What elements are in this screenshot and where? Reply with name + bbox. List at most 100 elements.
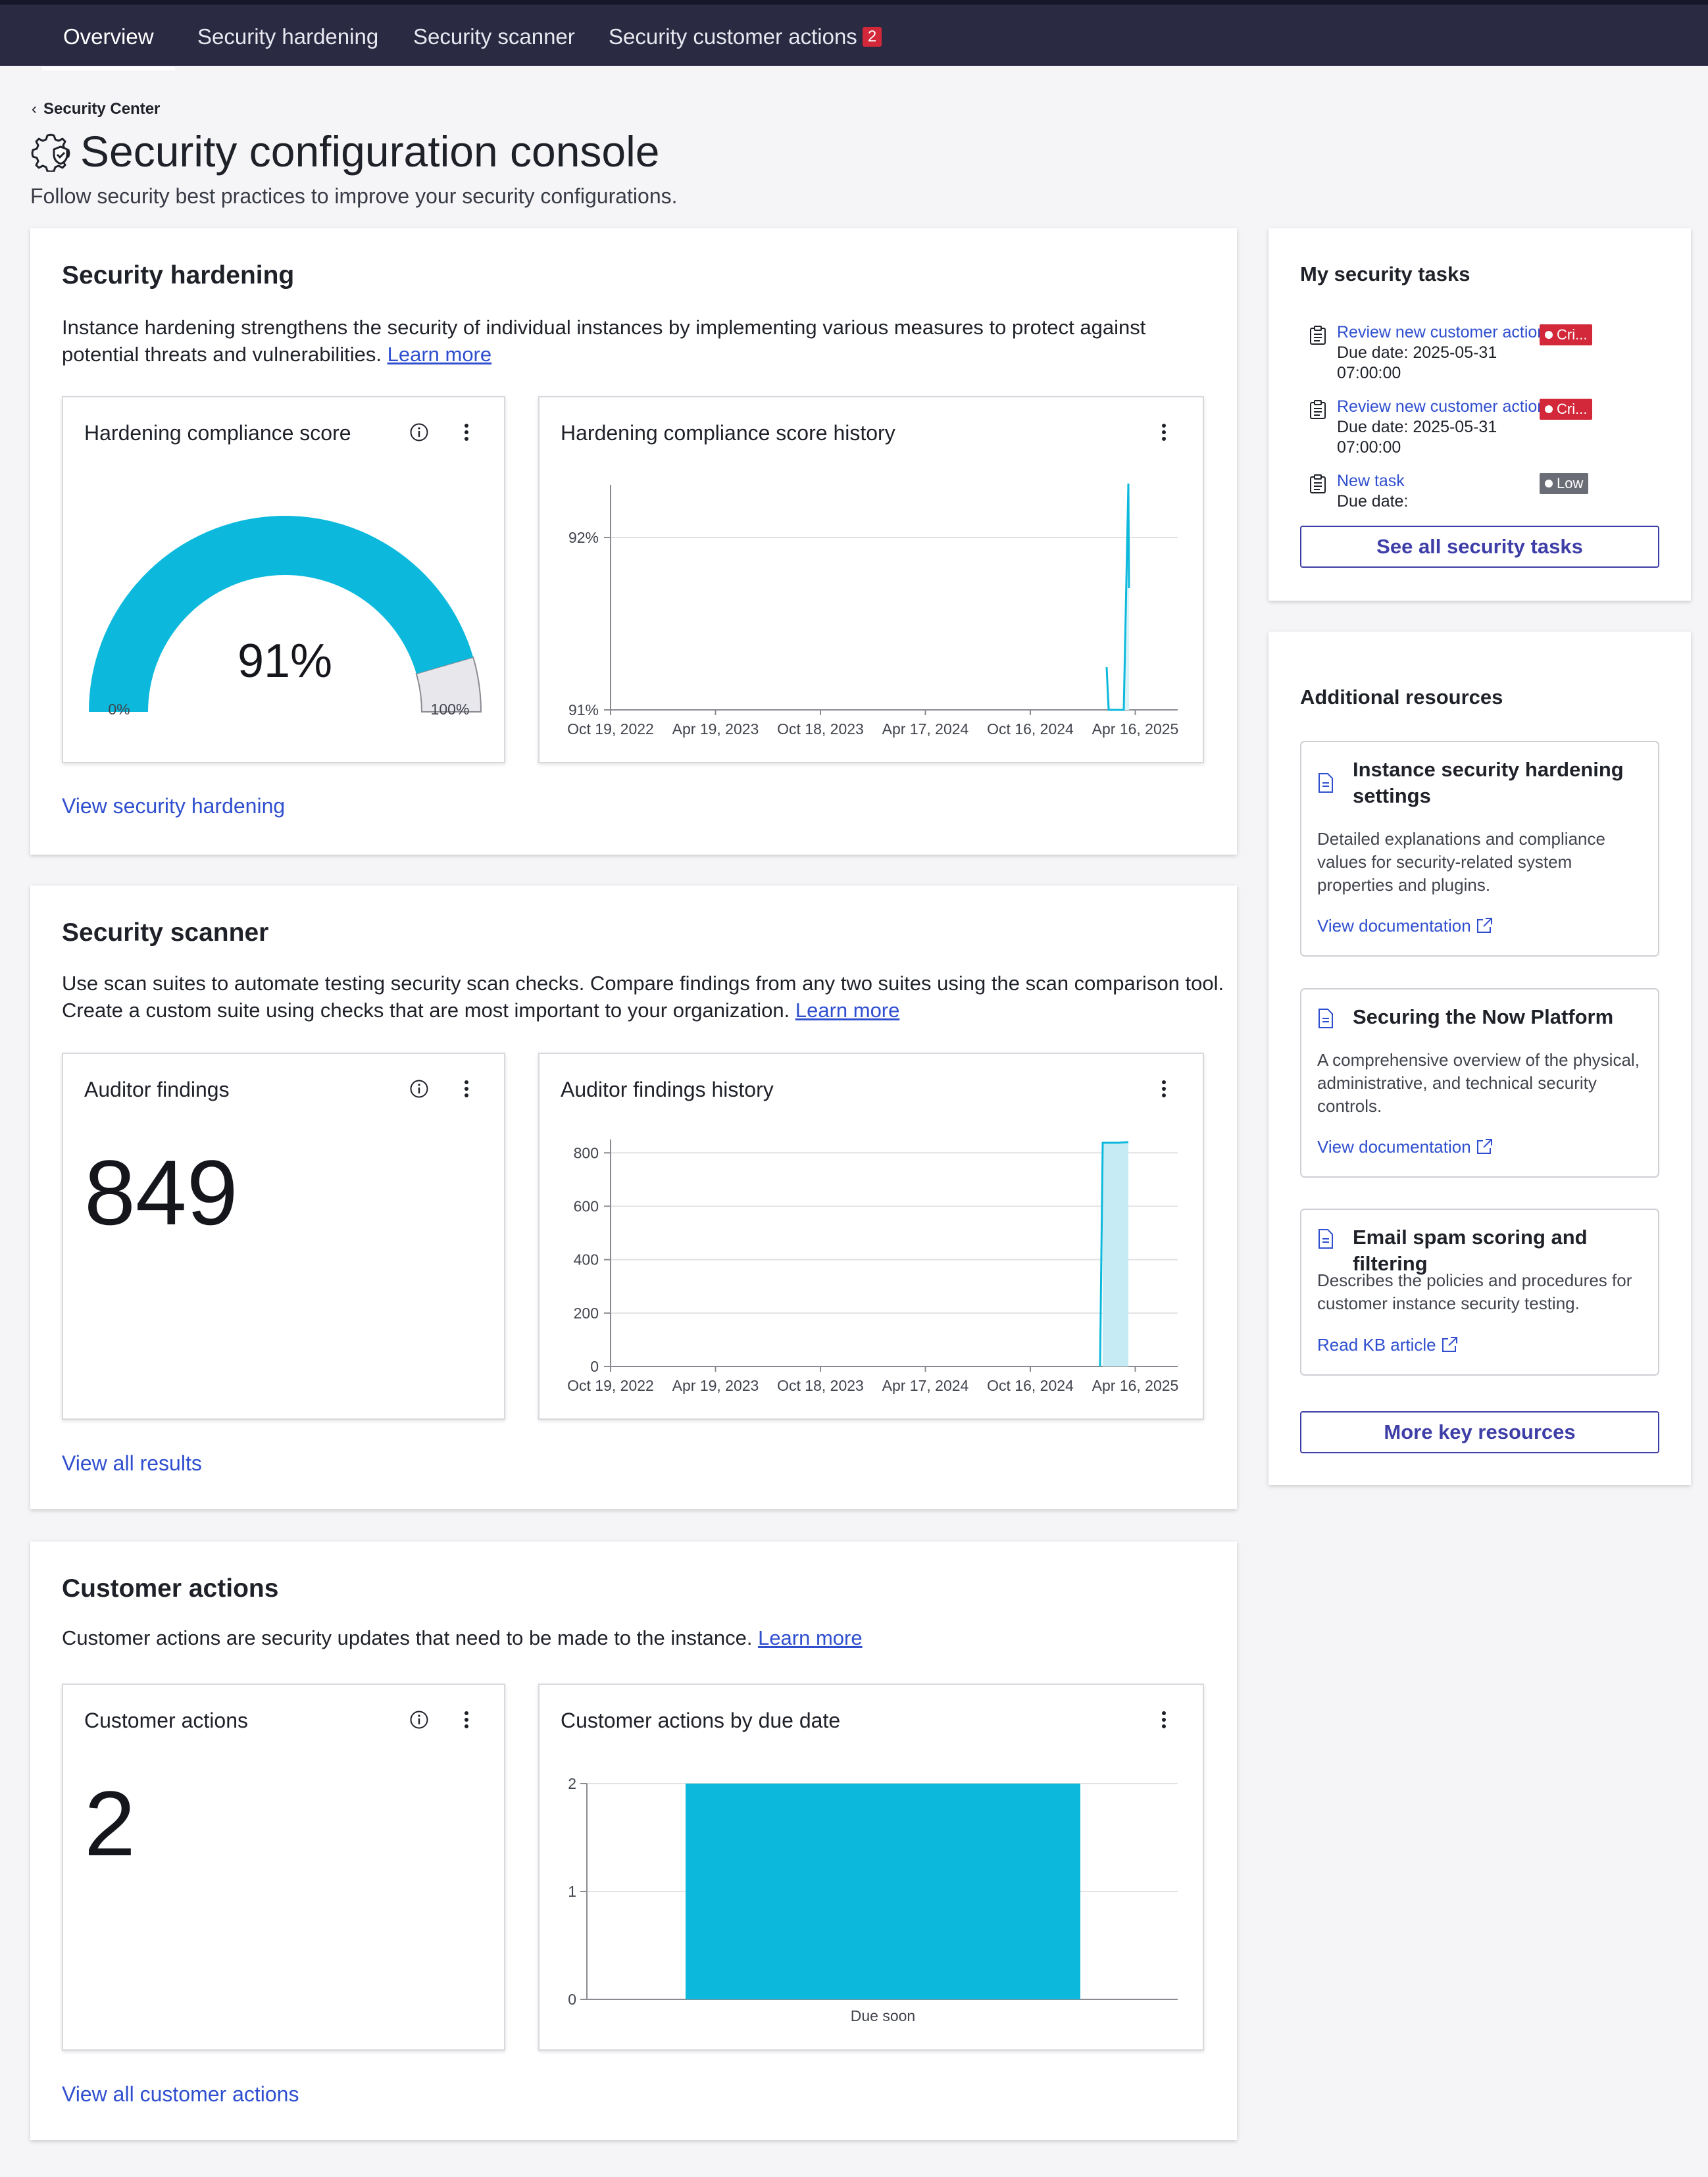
tab-label: Security customer actions xyxy=(609,24,857,49)
x-tick-label: Oct 19, 2022 xyxy=(567,1377,654,1394)
page-title: Security configuration console xyxy=(80,127,660,176)
x-tick-label: Oct 19, 2022 xyxy=(567,720,654,738)
y-tick-label: 1 xyxy=(568,1883,576,1900)
section-description: Use scan suites to automate testing secu… xyxy=(62,970,1233,1024)
customer-actions-count-widget: Customer actions 2 xyxy=(62,1684,505,2051)
tasks-title: My security tasks xyxy=(1300,263,1470,286)
task-name-link[interactable]: Review new customer action - xyxy=(1337,323,1557,341)
y-tick-label: 200 xyxy=(574,1305,599,1322)
resource-title: Securing the Now Platform xyxy=(1353,1005,1614,1028)
task-name-link[interactable]: Review new customer action - xyxy=(1337,397,1557,416)
learn-more-link[interactable]: Learn more xyxy=(387,343,492,366)
gauge-max-label: 100% xyxy=(431,701,470,718)
y-tick-label: 0 xyxy=(590,1358,599,1375)
link-label: Read KB article xyxy=(1317,1335,1436,1355)
x-tick-label: Oct 16, 2024 xyxy=(987,720,1074,738)
hardening-history-chart: 92% 91% Oct 19, 2022 Apr 19, 2023 Oct 18, … xyxy=(567,483,1178,738)
y-tick-label: 800 xyxy=(574,1144,599,1161)
widget-title: Customer actions by due date xyxy=(561,1709,841,1732)
x-tick-label: Apr 17, 2024 xyxy=(882,1377,969,1394)
view-documentation-link[interactable]: View documentation xyxy=(1317,1137,1494,1157)
see-all-security-tasks-button[interactable]: See all security tasks xyxy=(1300,526,1659,568)
y-tick-label: 91% xyxy=(568,701,599,718)
tab-overview[interactable]: Overview xyxy=(42,9,175,70)
description-text: Customer actions are security updates th… xyxy=(62,1626,753,1649)
widget-title: Hardening compliance score xyxy=(84,421,351,445)
resource-title: Instance security hardening settings xyxy=(1353,758,1624,807)
priority-badge-critical: Cri... xyxy=(1540,399,1593,420)
section-description: Instance hardening strengthens the secur… xyxy=(62,314,1220,368)
view-all-customer-actions-link[interactable]: View all customer actions xyxy=(62,2082,299,2106)
widget-title: Auditor findings history xyxy=(561,1078,774,1101)
customer-actions-due-widget: Customer actions by due date 0 1 2 Due soo… xyxy=(538,1684,1204,2051)
task-item[interactable]: Review new customer action - Due date: 2… xyxy=(1309,323,1632,389)
security-scanner-card: Security scanner Use scan suites to auto… xyxy=(30,886,1237,1509)
priority-label: Cri... xyxy=(1557,326,1588,343)
link-label: View documentation xyxy=(1317,916,1471,936)
info-icon[interactable] xyxy=(409,1079,429,1099)
y-tick-label: 0 xyxy=(568,1991,576,2008)
resource-title: Email spam scoring and filtering xyxy=(1353,1226,1588,1275)
widget-title: Customer actions xyxy=(84,1709,248,1732)
section-title: Security scanner xyxy=(62,918,269,947)
task-name-link[interactable]: New task xyxy=(1337,472,1405,490)
y-tick-label: 2 xyxy=(568,1775,576,1792)
document-icon xyxy=(1319,773,1333,793)
task-item[interactable]: Review new customer action - Due date: 2… xyxy=(1309,397,1632,463)
clipboard-icon xyxy=(1310,400,1326,419)
info-icon[interactable] xyxy=(409,422,429,442)
view-all-results-link[interactable]: View all results xyxy=(62,1451,202,1475)
view-security-hardening-link[interactable]: View security hardening xyxy=(62,794,286,818)
page-header: Security configuration console xyxy=(30,126,660,176)
resource-description: Detailed explanations and compliance val… xyxy=(1317,829,1605,895)
gauge-remaining-arc xyxy=(415,656,482,713)
more-options-icon[interactable] xyxy=(1161,422,1167,442)
customer-actions-card: Customer actions Customer actions are se… xyxy=(30,1541,1237,2140)
customer-actions-count: 2 xyxy=(84,1772,136,1875)
learn-more-link[interactable]: Learn more xyxy=(795,999,900,1022)
external-link-icon xyxy=(1476,1139,1492,1154)
more-options-icon[interactable] xyxy=(1161,1710,1167,1730)
findings-area xyxy=(1103,1142,1128,1366)
priority-label: Cri... xyxy=(1557,401,1588,417)
my-security-tasks-card: My security tasks Review new customer ac… xyxy=(1268,228,1691,601)
priority-badge-critical: Cri... xyxy=(1540,324,1593,345)
gauge-value-label: 91% xyxy=(238,635,332,688)
external-link-icon xyxy=(1442,1337,1457,1352)
document-icon xyxy=(1319,1009,1333,1028)
more-key-resources-button[interactable]: More key resources xyxy=(1300,1411,1659,1453)
hardening-score-widget: Hardening compliance score 91% 0% 100% xyxy=(62,396,505,763)
priority-badge-low: Low xyxy=(1540,473,1589,494)
more-options-icon[interactable] xyxy=(463,1079,470,1099)
clipboard-icon xyxy=(1310,326,1326,345)
top-nav: Overview Security hardening Security sca… xyxy=(0,0,1708,70)
x-tick-label: Apr 16, 2025 xyxy=(1092,1377,1179,1394)
task-due-date: Due date: xyxy=(1337,492,1409,511)
x-tick-label: Oct 18, 2023 xyxy=(777,1377,864,1394)
resource-card: Securing the Now Platform A comprehensiv… xyxy=(1300,988,1659,1178)
auditor-history-widget: Auditor findings history 0 200 400 600 800 O… xyxy=(538,1053,1204,1420)
more-options-icon[interactable] xyxy=(463,422,470,442)
task-item[interactable]: New task Due date: Low xyxy=(1309,472,1632,518)
view-documentation-link[interactable]: View documentation xyxy=(1317,916,1494,936)
x-category-label: Due soon xyxy=(851,2007,915,2024)
tab-security-customer-actions[interactable]: Security customer actions 2 xyxy=(609,9,882,64)
learn-more-link[interactable]: Learn more xyxy=(758,1626,863,1649)
history-area xyxy=(1107,484,1129,710)
section-description: Customer actions are security updates th… xyxy=(62,1624,1233,1651)
hardening-history-widget: Hardening compliance score history 92% 9… xyxy=(538,396,1204,763)
more-options-icon[interactable] xyxy=(1161,1079,1167,1099)
bar-due-soon[interactable] xyxy=(686,1784,1080,1999)
section-title: Security hardening xyxy=(62,261,295,289)
tab-security-hardening[interactable]: Security hardening xyxy=(197,24,379,49)
info-icon[interactable] xyxy=(409,1710,429,1730)
findings-line xyxy=(1099,1141,1129,1367)
tab-security-scanner[interactable]: Security scanner xyxy=(413,24,575,49)
more-options-icon[interactable] xyxy=(463,1710,470,1730)
read-kb-article-link[interactable]: Read KB article xyxy=(1317,1335,1459,1355)
chevron-left-icon: ‹ xyxy=(32,100,37,118)
resource-description: Describes the policies and procedures fo… xyxy=(1317,1270,1632,1313)
breadcrumb[interactable]: ‹ Security Center xyxy=(32,100,160,118)
description-text: Instance hardening strengthens the secur… xyxy=(62,316,1146,366)
resources-title: Additional resources xyxy=(1300,686,1503,709)
